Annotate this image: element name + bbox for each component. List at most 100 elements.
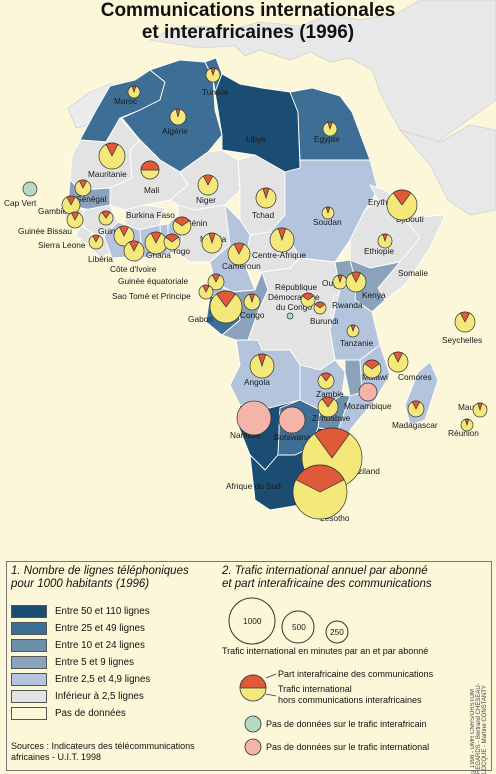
label-maroc: Maroc (114, 96, 137, 106)
traffic-pie-marker (321, 206, 335, 220)
legend-part1-title: 1. Nombre de lignes téléphoniques pour 1… (11, 565, 189, 591)
legend-circle-250 (325, 620, 349, 644)
traffic-pie-marker (386, 189, 418, 221)
traffic-pie-marker (88, 234, 104, 250)
title-line-1: Communications internationales (100, 0, 396, 21)
legend-swatch (11, 605, 47, 618)
copyright-note: ©1998 - UMR CNRS/ORSTOM REGARDS - Bertra… (470, 683, 488, 774)
traffic-pie-marker (66, 211, 84, 229)
traffic-pie-marker (317, 396, 339, 418)
legend-part2-title-line1: 2. Trafic international annuel par abonn… (222, 565, 428, 577)
title-line-2: et interafricaines (1996) (141, 22, 355, 43)
legend-swatch (11, 656, 47, 669)
label-algerie: Algérie (162, 126, 188, 136)
traffic-pie-marker (358, 382, 378, 402)
legend-class-row: Entre 25 et 49 lignes (11, 622, 145, 635)
legend-class-row: Entre 5 et 9 lignes (11, 656, 134, 669)
label-sao-tome: Sao Tomé et Principe (112, 291, 191, 301)
label-maurice: Maurice (458, 402, 488, 412)
legend-no-data-interafricain-label: Pas de données sur le trafic interafrica… (266, 719, 427, 729)
traffic-pie-marker (322, 121, 338, 137)
label-namibie: Namibie (230, 430, 261, 440)
source-line-2: africaines - U.I.T. 1998 (11, 752, 102, 762)
legend-class-label: Inférieur à 2,5 lignes (55, 691, 144, 702)
label-seychelles: Seychelles (442, 335, 482, 345)
legend-class-label: Pas de données (55, 708, 126, 719)
label-guinee: Guinée (98, 226, 125, 236)
traffic-pie-marker (144, 231, 168, 255)
traffic-pie-marker (387, 351, 409, 373)
traffic-pie-marker (207, 273, 225, 291)
legend-pie-hors-label-1: Trafic international (278, 684, 352, 694)
traffic-pie-marker (205, 67, 221, 83)
traffic-pie-marker (201, 232, 223, 254)
legend-pie-example (239, 674, 267, 702)
legend-class-label: Entre 10 et 24 lignes (55, 640, 145, 651)
label-benin: Bénin (186, 218, 208, 228)
label-niger: Niger (196, 195, 216, 205)
legend-no-data-interafricain-marker (244, 715, 262, 733)
label-mali: Mali (144, 185, 159, 195)
label-botswana: Botswana (274, 432, 311, 442)
traffic-pie-marker (278, 406, 306, 434)
traffic-pie-marker (127, 85, 141, 99)
legend-swatch (11, 707, 47, 720)
traffic-pie-marker (460, 418, 474, 432)
label-rdc-2: Démocratique (268, 292, 320, 302)
label-mozambique: Mozambique (344, 401, 392, 411)
legend-circle-caption: Trafic international en minutes par an e… (222, 646, 428, 656)
traffic-pie-marker (377, 233, 393, 249)
label-tchad: Tchad (252, 210, 275, 220)
africa-map: Maroc Tunisie Algérie Libye Egypte Mauri… (4, 0, 496, 523)
map-title: Communications internationales et intera… (0, 0, 496, 44)
traffic-pie-marker (236, 400, 272, 436)
label-zambie: Zambie (316, 389, 344, 399)
traffic-pie-marker (227, 242, 251, 266)
label-senegal: Sénégal (76, 194, 107, 204)
traffic-pie-marker (292, 464, 348, 520)
traffic-pie-marker (286, 312, 294, 320)
label-libye: Libye (246, 134, 266, 144)
label-madagascar: Madagascar (392, 420, 438, 430)
label-centrafrique: Centre-Afrique (252, 250, 306, 260)
legend-swatch (11, 639, 47, 652)
traffic-pie-marker (209, 290, 243, 324)
label-rdc-3: du Congo (276, 302, 312, 312)
label-congo: Congo (240, 310, 265, 320)
legend-swatch (11, 622, 47, 635)
label-djibouti: Djibouti (396, 214, 424, 224)
traffic-pie-marker (123, 240, 145, 262)
legend-pie-hors-label-2: hors communications interafricaines (278, 695, 422, 705)
label-guinee-eq: Guinée équatoriale (118, 276, 189, 286)
traffic-pie-marker (313, 301, 327, 315)
label-somalie: Somalie (398, 268, 428, 278)
traffic-pie-marker (346, 324, 360, 338)
label-cote-ivoire: Côte d'Ivoire (110, 264, 157, 274)
label-tunisie: Tunisie (202, 87, 229, 97)
traffic-pie-marker (269, 227, 295, 253)
traffic-pie-marker (454, 311, 476, 333)
legend-swatch (11, 673, 47, 686)
traffic-pie-marker (198, 284, 214, 300)
legend-part1-title-line1: 1. Nombre de lignes téléphoniques (11, 565, 189, 577)
label-reunion: Réunion (448, 428, 479, 438)
legend-circle-value: 250 (330, 627, 344, 637)
label-swaziland: Swaziland (342, 466, 380, 476)
traffic-pie-marker (98, 210, 114, 226)
traffic-pies (22, 67, 488, 520)
legend-no-data-international-label: Pas de données sur le trafic internation… (266, 742, 429, 752)
legend-source: Sources : Indicateurs des télécommunicat… (11, 741, 195, 763)
label-gambie: Gambie (38, 206, 67, 216)
legend-class-row: Entre 2,5 et 4,9 lignes (11, 673, 150, 686)
label-cameroun: Cameroun (222, 261, 261, 271)
label-egypte: Egypte (314, 134, 340, 144)
legend-class-row: Pas de données (11, 707, 126, 720)
label-gabon: Gabon (188, 314, 213, 324)
legend-circle-value: 500 (292, 622, 306, 632)
legend-circle-value: 1000 (243, 616, 262, 626)
label-rwanda: Rwanda (332, 300, 363, 310)
traffic-pie-marker (22, 181, 38, 197)
label-sierra-leone: Sierra Leone (38, 240, 86, 250)
traffic-pie-marker (362, 359, 382, 379)
label-burkina: Burkina Faso (126, 210, 175, 220)
